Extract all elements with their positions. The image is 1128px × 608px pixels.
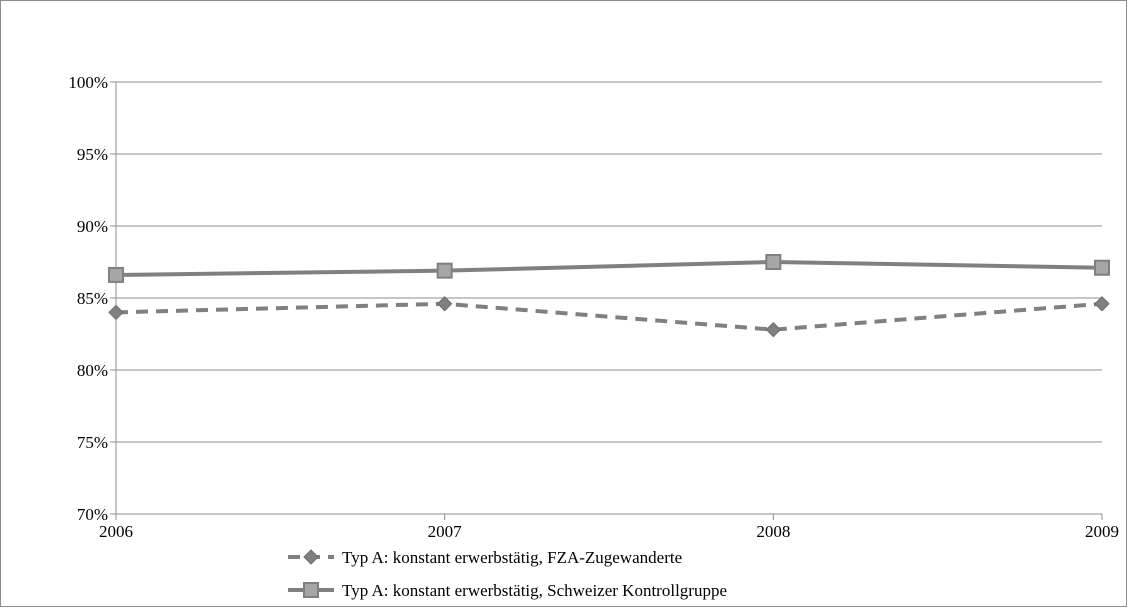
data-point bbox=[1094, 296, 1110, 312]
data-point bbox=[765, 254, 782, 270]
x-tick-label: 2009 bbox=[1085, 522, 1119, 541]
x-tick-label: 2006 bbox=[99, 522, 133, 541]
y-tick-label: 70% bbox=[77, 505, 108, 524]
data-point bbox=[108, 304, 124, 321]
x-tick-label: 2008 bbox=[756, 522, 790, 541]
data-point bbox=[436, 262, 453, 279]
data-point bbox=[108, 266, 124, 283]
legend-item: Typ A: konstant erwerbstätig, Schweizer … bbox=[288, 581, 727, 600]
series-line bbox=[115, 260, 1103, 277]
legend-label: Typ A: konstant erwerbstätig, FZA-Zugewa… bbox=[342, 548, 682, 567]
series-1 bbox=[108, 296, 1110, 338]
series-lines bbox=[108, 254, 1110, 338]
data-point bbox=[436, 296, 453, 312]
y-tick-label: 80% bbox=[77, 361, 108, 380]
y-axis-tick-labels: 70% 75% 80% 85% 90% 95% 100% bbox=[68, 73, 108, 524]
legend: Typ A: konstant erwerbstätig, FZA-Zugewa… bbox=[288, 548, 727, 600]
gridlines bbox=[116, 81, 1102, 443]
y-tick-label: 75% bbox=[77, 433, 108, 452]
data-point bbox=[765, 321, 782, 338]
legend-marker bbox=[303, 582, 319, 598]
legend-marker bbox=[303, 549, 319, 565]
y-tick-label: 95% bbox=[77, 145, 108, 164]
y-tick-label: 90% bbox=[77, 217, 108, 236]
legend-label: Typ A: konstant erwerbstätig, Schweizer … bbox=[342, 581, 727, 600]
x-tick-label: 2007 bbox=[428, 522, 463, 541]
data-point bbox=[1094, 259, 1110, 276]
x-axis-tick-labels: 2006 2007 2008 2009 bbox=[99, 522, 1119, 541]
legend-item: Typ A: konstant erwerbstätig, FZA-Zugewa… bbox=[288, 548, 682, 567]
y-tick-label: 100% bbox=[68, 73, 108, 92]
axes bbox=[110, 81, 1103, 520]
y-tick-label: 85% bbox=[77, 289, 108, 308]
series-2 bbox=[108, 254, 1110, 283]
series-line bbox=[115, 301, 1103, 332]
